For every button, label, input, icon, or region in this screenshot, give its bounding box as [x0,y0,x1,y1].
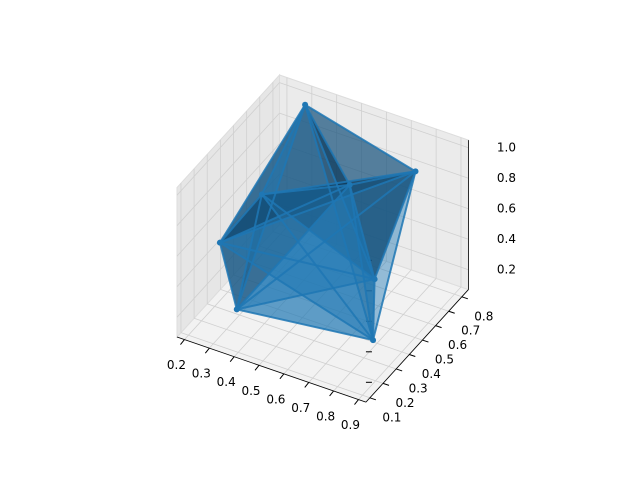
y-tick-label: 0.7 [461,324,480,338]
grid-line [279,82,469,149]
grid-line [279,143,469,210]
y-tick [448,310,455,314]
grid-line [220,289,410,355]
x-tick [254,364,260,371]
surface-triangle [236,184,375,310]
surface-edge [304,104,376,280]
surface-triangle [219,194,374,341]
surface-edge [372,279,376,341]
y-tick-label: 0.3 [409,381,428,395]
surface-edge [236,170,417,311]
y-tick [461,296,469,300]
grid-line [176,112,280,226]
surface-edge [304,103,417,173]
surface-edge [219,170,416,244]
x-tick-label: 0.5 [241,384,260,398]
point [412,168,419,175]
x-tick [304,382,310,388]
axis-line [176,336,367,403]
surface-edge [235,194,263,310]
z-tick-label: 1.0 [497,140,516,154]
point [233,306,240,313]
grid-line [246,260,436,327]
y-tick-label: 0.6 [448,338,467,352]
surface-edge [348,184,376,280]
grid-line [180,332,371,399]
x-tick [180,339,185,345]
y-tick [395,368,403,372]
surface-triangle [236,279,375,341]
x-tick-label: 0.3 [192,367,211,381]
y-tick [369,397,377,401]
grid-line [279,173,469,240]
point [346,181,353,188]
x-tick [229,356,235,363]
surface-triangle [219,104,350,243]
grid-line [279,204,469,271]
y-tick [422,339,429,343]
x-tick [279,373,285,380]
side-pane [176,73,280,339]
surface-triangle [219,184,350,310]
surface-edge [219,241,375,281]
x-tick-label: 0.4 [217,375,236,389]
y-tick-label: 0.2 [395,396,414,410]
x-tick-label: 0.9 [341,418,360,432]
grid-line [207,303,397,370]
x-tick-label: 0.8 [316,409,335,423]
surface-edge [261,193,376,280]
surface-edge [261,170,416,196]
grid-line [259,245,449,312]
surface-edge [372,171,417,341]
surface-triangle [219,104,374,341]
point [370,337,377,344]
point [302,101,309,108]
x-tick-label: 0.6 [266,392,285,406]
y-tick-label: 0.1 [382,410,401,424]
grid-line [176,143,280,257]
z-tick-label: 0.8 [497,171,516,185]
grid-line [193,317,384,384]
surface-edge [260,104,306,195]
x-tick [329,390,335,397]
z-tick-label: 0.2 [497,262,516,276]
surface-triangle [261,171,416,280]
z-tick-label: 0.4 [497,232,516,246]
z-tick-label: 0.6 [497,201,516,215]
point [371,276,378,283]
y-tick-label: 0.8 [474,309,493,323]
grid-line [233,274,423,341]
x-tick [354,399,359,405]
surface-edge [304,104,351,186]
y-tick [409,354,416,357]
y-tick [435,325,442,329]
surface-edge [373,170,417,280]
surface-edge [219,193,263,244]
surface-edge [236,184,351,311]
y-tick-label: 0.4 [422,367,441,381]
surface-edge [219,241,374,341]
axis-line [365,289,469,403]
y-tick [382,382,390,386]
surface-edge [349,170,416,186]
surface-edge [261,183,350,196]
surface-edge [219,183,351,244]
x-tick [204,347,210,354]
surface-edge [236,308,374,342]
point [258,191,265,198]
surface-edge [348,184,375,341]
x-tick-label: 0.2 [167,358,186,372]
x-tick-label: 0.7 [291,401,310,415]
surface-edge [261,193,374,341]
grid-line [176,82,280,196]
grid-line [272,231,462,298]
surface-edge [236,278,375,311]
surface-edge [218,242,238,310]
y-tick-label: 0.5 [435,353,454,367]
surface-edge [304,104,374,341]
point [216,239,223,246]
surface-edge [219,104,306,244]
surface-triangle [219,104,416,243]
